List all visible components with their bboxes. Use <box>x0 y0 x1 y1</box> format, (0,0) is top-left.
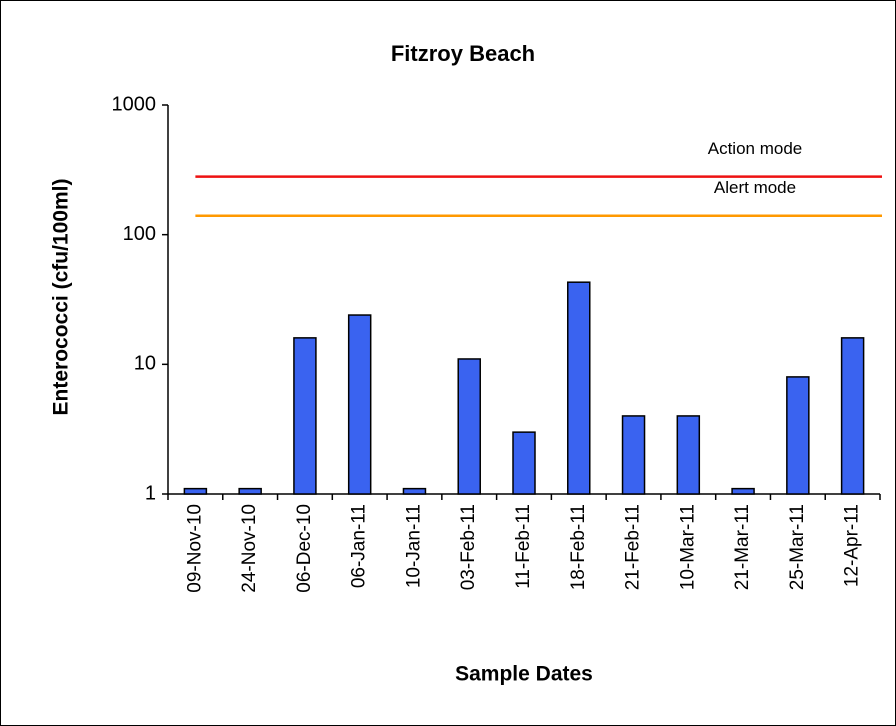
y-tick-label: 100 <box>123 223 156 245</box>
x-tick-label: 10-Mar-11 <box>677 504 698 590</box>
bar <box>293 337 317 495</box>
bar <box>238 487 262 495</box>
x-tick-label: 09-Nov-10 <box>184 504 205 593</box>
y-axis-title: Enterococci (cfu/100ml) <box>50 179 73 416</box>
x-tick-label: 10-Jan-11 <box>403 504 424 588</box>
x-tick-label: 03-Feb-11 <box>458 504 479 590</box>
x-tick-label: 06-Jan-11 <box>349 504 370 588</box>
bar <box>347 314 372 495</box>
bar <box>621 415 646 495</box>
bar <box>676 415 701 495</box>
y-tick-label: 1 <box>145 482 156 504</box>
x-tick-label: 11-Feb-11 <box>513 504 534 589</box>
y-tick-label: 10 <box>134 353 156 375</box>
reference-label: Action mode <box>708 139 803 158</box>
x-tick-label: 21-Mar-11 <box>732 504 753 590</box>
bar <box>567 281 591 495</box>
y-tick-label: 1000 <box>112 93 157 115</box>
bar <box>731 487 755 495</box>
reference-label: Alert mode <box>714 178 796 197</box>
bar <box>840 337 865 495</box>
x-tick-label: 25-Mar-11 <box>787 504 808 590</box>
x-tick-label: 12-Apr-11 <box>842 504 863 587</box>
bar <box>457 358 481 495</box>
x-axis-title: Sample Dates <box>455 663 593 686</box>
bar <box>786 376 810 495</box>
x-tick-label: 18-Feb-11 <box>568 504 589 590</box>
x-tick-label: 21-Feb-11 <box>623 504 644 590</box>
bar <box>512 431 536 495</box>
bar <box>183 487 208 495</box>
chart-title: Fitzroy Beach <box>391 41 535 66</box>
bar <box>402 487 427 495</box>
x-tick-label: 24-Nov-10 <box>239 504 260 593</box>
x-tick-label: 06-Dec-10 <box>294 504 315 593</box>
